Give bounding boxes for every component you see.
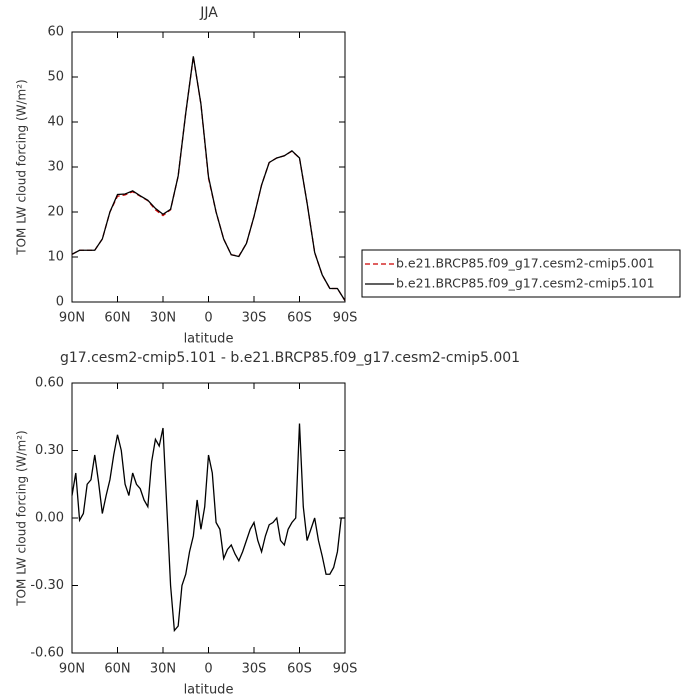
x-tick-label: 30N xyxy=(150,311,176,326)
y-tick-label: 0 xyxy=(56,295,64,310)
y-tick-label: 40 xyxy=(47,115,64,130)
data-line xyxy=(71,423,345,633)
chart-title: g17.cesm2-cmip5.101 - b.e21.BRCP85.f09_g… xyxy=(60,350,520,366)
x-tick-label: 60S xyxy=(287,662,312,677)
y-axis-label: TOM LW cloud forcing (W/m²) xyxy=(15,79,29,256)
x-tick-label: 60N xyxy=(104,311,130,326)
y-tick-label: 0.00 xyxy=(35,511,64,526)
x-tick-label: 30S xyxy=(242,311,267,326)
y-tick-label: -0.30 xyxy=(30,578,64,593)
x-tick-label: 90S xyxy=(333,311,358,326)
x-tick-label: 60N xyxy=(104,662,130,677)
y-tick-label: 30 xyxy=(47,160,64,175)
x-tick-label: 0 xyxy=(204,662,212,677)
x-axis-label: latitude xyxy=(184,332,234,347)
legend-label: b.e21.BRCP85.f09_g17.cesm2-cmip5.101 xyxy=(396,276,655,291)
legend-label: b.e21.BRCP85.f09_g17.cesm2-cmip5.001 xyxy=(396,256,655,271)
x-tick-label: 90S xyxy=(333,662,358,677)
x-tick-label: 90N xyxy=(59,311,85,326)
x-tick-label: 0 xyxy=(204,311,212,326)
x-tick-label: 90N xyxy=(59,662,85,677)
x-axis-label: latitude xyxy=(184,683,234,698)
y-tick-label: 20 xyxy=(47,205,64,220)
y-tick-label: 60 xyxy=(47,25,64,40)
y-tick-label: 50 xyxy=(47,70,64,85)
y-tick-label: 10 xyxy=(47,250,64,265)
x-tick-label: 60S xyxy=(287,311,312,326)
y-tick-label: 0.30 xyxy=(35,443,64,458)
x-tick-label: 30N xyxy=(150,662,176,677)
chart-title: JJA xyxy=(199,5,218,21)
y-tick-label: -0.60 xyxy=(30,646,64,661)
y-tick-label: 0.60 xyxy=(35,376,64,391)
legend-box xyxy=(361,249,681,298)
data-line xyxy=(71,56,346,301)
x-tick-label: 30S xyxy=(242,662,267,677)
y-axis-label: TOM LW cloud forcing (W/m²) xyxy=(15,430,29,607)
plot-frame xyxy=(71,31,346,303)
